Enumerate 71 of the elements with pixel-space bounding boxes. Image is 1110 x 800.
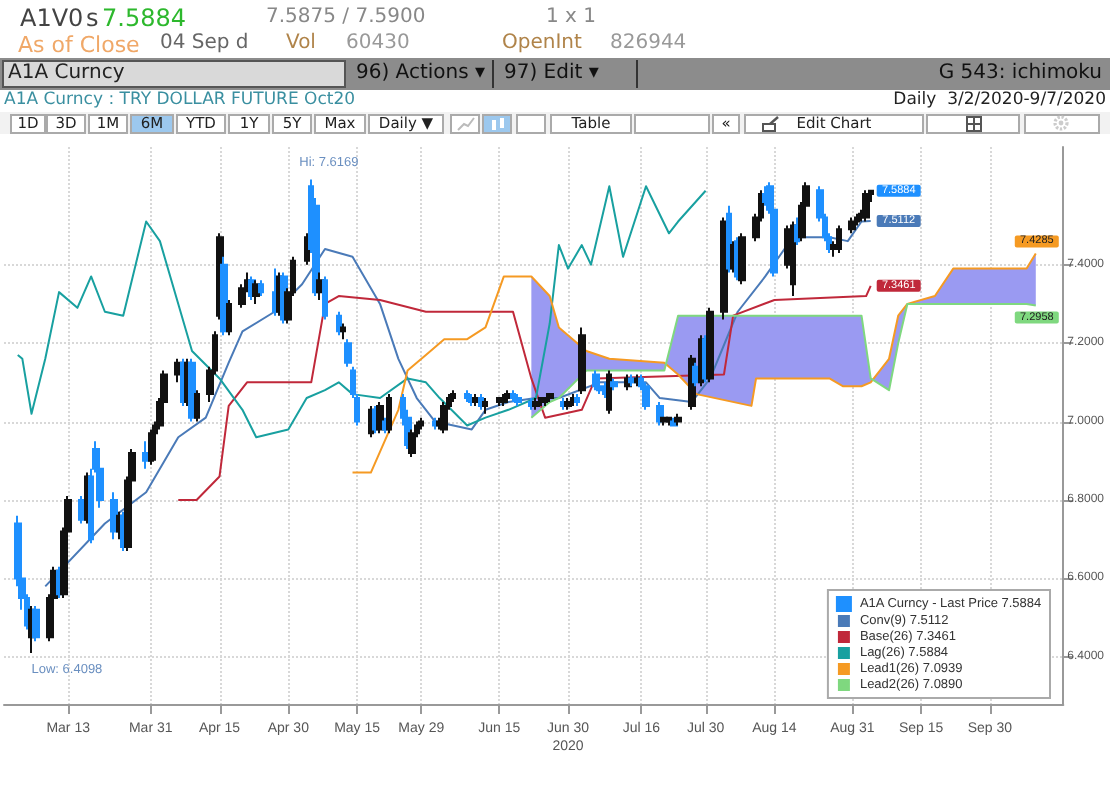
- text: 7.5884: [102, 4, 186, 32]
- text: A1A Curncy: [8, 62, 125, 84]
- candlestick: [148, 428, 154, 466]
- line-series: [177, 284, 872, 502]
- candlestick: [602, 381, 608, 400]
- candlestick: [376, 400, 384, 435]
- candlestick: [854, 212, 860, 227]
- candlestick: [570, 393, 576, 407]
- chart-subtitle: Daily 3/2/2020-9/7/2020: [893, 90, 1106, 110]
- text: 826944: [610, 32, 687, 54]
- line-series: [44, 220, 872, 588]
- candlestick: [220, 255, 228, 337]
- candlestick: [560, 397, 566, 411]
- candlestick: [464, 389, 470, 403]
- candlestick: [574, 393, 580, 407]
- chart-title: A1A Curncy : TRY DOLLAR FUTURE Oct20: [4, 90, 356, 110]
- candlestick: [344, 338, 352, 368]
- candlestick: [532, 397, 540, 411]
- text: As of Close: [18, 32, 140, 58]
- candlestick: [542, 397, 548, 407]
- candlestick: [336, 310, 342, 337]
- candlestick: [440, 400, 448, 435]
- candlestick: [510, 389, 516, 403]
- candlestick: [322, 275, 328, 321]
- text: 96) Actions ▾: [356, 62, 486, 84]
- text: s: [86, 4, 99, 32]
- candlestick: [194, 389, 200, 423]
- text: OpenInt: [502, 32, 582, 54]
- candlestick: [762, 185, 768, 207]
- candlestick: [110, 491, 118, 541]
- candlestick: [514, 393, 522, 407]
- candlestick: [272, 267, 278, 317]
- candlestick: [340, 322, 346, 341]
- text: Vol: [286, 32, 316, 54]
- candlestick: [790, 220, 796, 298]
- candlestick: [528, 397, 534, 411]
- candlestick: [738, 232, 746, 286]
- candlestick: [642, 381, 650, 411]
- candlestick: [706, 306, 714, 384]
- text: G 543: ichimoku: [938, 62, 1102, 84]
- candlestick: [258, 279, 264, 298]
- candlestick: [546, 393, 554, 403]
- candlestick: [142, 440, 150, 470]
- candlestick: [564, 397, 572, 411]
- candlestick: [504, 389, 512, 403]
- text: 04 Sep d: [160, 32, 249, 54]
- candlestick: [578, 326, 586, 396]
- candlestick: [32, 604, 40, 643]
- line-series: [16, 185, 707, 439]
- candlestick: [606, 369, 612, 415]
- text: 1 x 1: [546, 6, 596, 28]
- candlestick: [848, 216, 856, 235]
- candlestick: [418, 416, 424, 431]
- candlestick: [862, 189, 870, 223]
- candlestick: [836, 224, 842, 254]
- text: 7.5875 / 7.5900: [266, 6, 426, 28]
- candlestick: [316, 271, 324, 301]
- text: 97) Edit ▾: [504, 62, 599, 84]
- candlestick: [188, 357, 196, 423]
- candlestick: [482, 397, 488, 415]
- text: A1V0: [20, 4, 84, 32]
- candlestick: [628, 373, 636, 388]
- text: 60430: [346, 32, 410, 54]
- candlestick: [610, 377, 618, 392]
- candlestick: [478, 393, 484, 411]
- candlestick: [226, 298, 232, 337]
- candlestick: [674, 412, 682, 427]
- candlestick: [252, 279, 260, 305]
- candlestick: [450, 389, 456, 403]
- candlestick: [472, 393, 480, 407]
- candlestick: [408, 428, 416, 458]
